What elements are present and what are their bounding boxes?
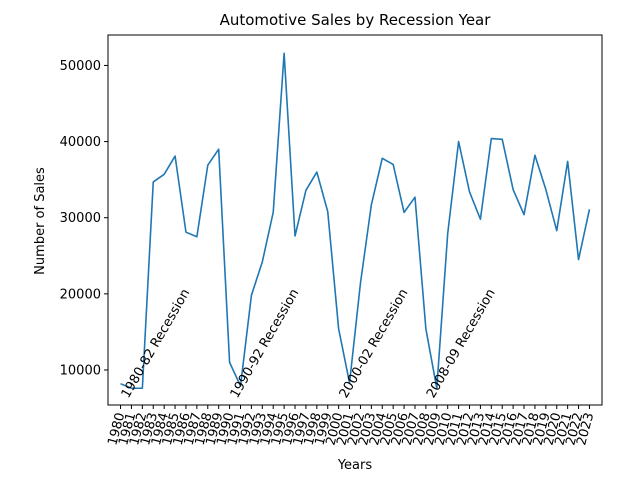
- recession-annotation: 1990-92 Recession: [228, 287, 303, 401]
- y-tick-label: 50000: [60, 59, 101, 74]
- recession-annotation: 2000-02 Recession: [337, 287, 412, 401]
- series-line-0: [120, 52, 591, 390]
- y-axis-label: Number of Sales: [33, 167, 48, 275]
- x-axis: 1980198119821983198419851986198719881989…: [105, 405, 597, 447]
- recession-annotation: 1980-82 Recession: [119, 287, 194, 401]
- chart-title: Automotive Sales by Recession Year: [220, 11, 492, 29]
- y-axis: 10000 20000 30000 40000 50000: [60, 59, 108, 378]
- annotations: 1980-82 Recession 1990-92 Recession 2000-0…: [119, 287, 499, 401]
- y-tick-label: 20000: [60, 287, 101, 302]
- y-tick-label: 10000: [60, 363, 101, 378]
- y-tick-label: 40000: [60, 135, 101, 150]
- plot-area: [120, 52, 591, 390]
- recession-annotation: 2008-09 Recession: [424, 287, 499, 401]
- plot-frame: [107, 34, 603, 406]
- y-tick-label: 30000: [60, 211, 101, 226]
- x-axis-label: Years: [337, 458, 373, 473]
